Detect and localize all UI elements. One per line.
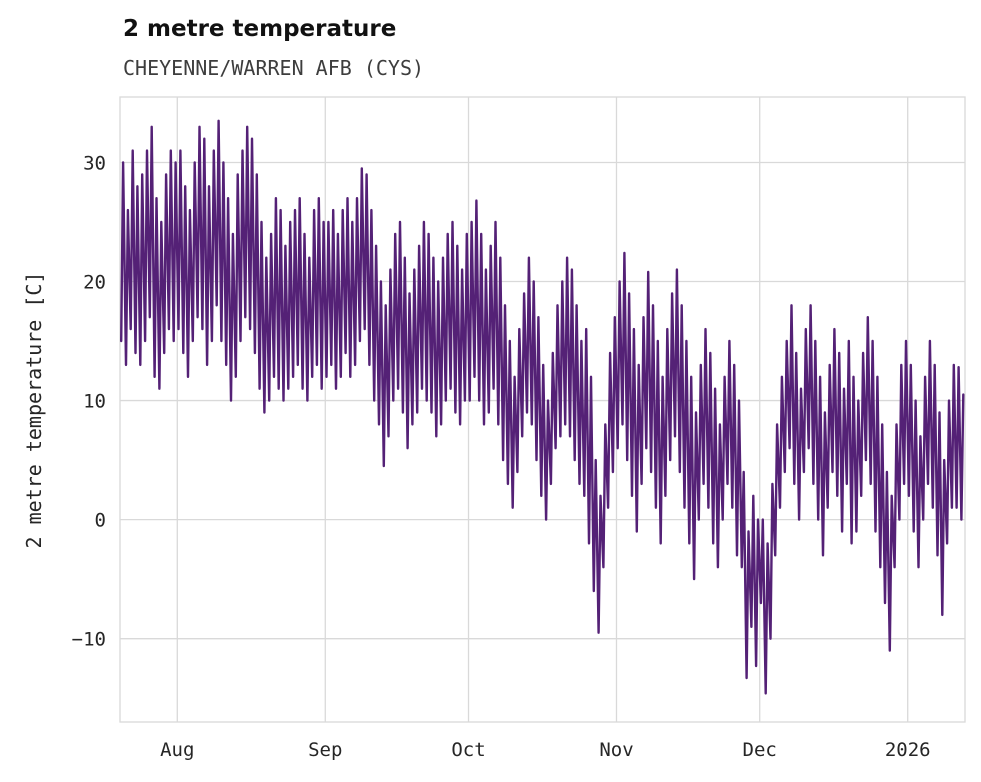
y-tick-label: 30 (83, 152, 106, 174)
x-tick-label: 2026 (885, 739, 931, 761)
plot-border (119, 96, 966, 723)
x-tick-label: Nov (599, 739, 633, 761)
y-tick-label: 20 (83, 272, 106, 294)
x-tick-label: Sep (308, 739, 342, 761)
x-tick-label: Dec (743, 739, 777, 761)
chart-subtitle: CHEYENNE/WARREN AFB (CYS) (123, 56, 425, 80)
y-tick-label: 10 (83, 391, 106, 413)
y-tick-label: 0 (95, 510, 106, 532)
chart-title: 2 metre temperature (123, 16, 397, 42)
x-tick-label: Aug (160, 739, 194, 761)
y-tick-label: −10 (72, 629, 106, 651)
x-tick-label: Oct (451, 739, 485, 761)
temperature-line (120, 119, 965, 695)
